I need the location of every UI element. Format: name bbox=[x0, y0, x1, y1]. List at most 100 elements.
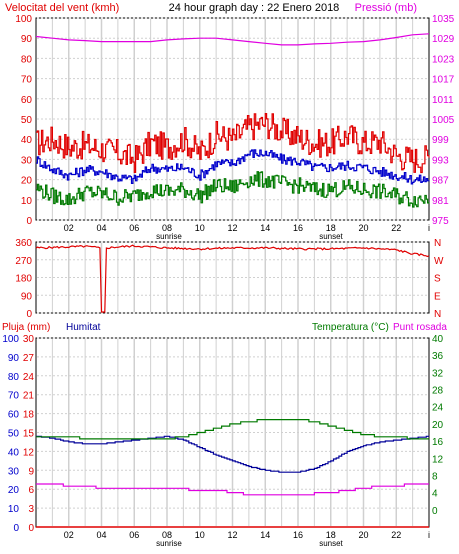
temperature-y-tick: 20 bbox=[432, 420, 444, 431]
temperature-y-tick: 12 bbox=[432, 454, 444, 465]
x-tick-label: 12 bbox=[227, 530, 237, 540]
grid-lines bbox=[37, 17, 428, 528]
x-tick-label: 20 bbox=[358, 530, 368, 540]
wind-y-tick: 10 bbox=[21, 196, 33, 207]
pressure-y-tick: 981 bbox=[432, 196, 449, 207]
direction-y-tick: 0 bbox=[26, 309, 32, 320]
x-tick-label: 14 bbox=[260, 223, 270, 233]
direction-y-tick: 360 bbox=[15, 238, 32, 249]
x-tick-label: i bbox=[428, 223, 430, 233]
x-tick-label: 10 bbox=[195, 530, 205, 540]
x-tick-label: 20 bbox=[358, 223, 368, 233]
temperature-y-tick: 28 bbox=[432, 386, 444, 397]
sunrise-label-bottom: sunrise bbox=[156, 539, 182, 548]
pressure-y-tick: 1017 bbox=[432, 75, 455, 86]
wind-axis-title: Velocitat del vent (kmh) bbox=[5, 2, 119, 14]
wind-y-tick: 90 bbox=[21, 34, 33, 45]
humidity-y-tick: 20 bbox=[8, 485, 20, 496]
pressure-y-tick: 975 bbox=[432, 216, 449, 227]
chart-title: 24 hour graph day : 22 Enero 2018 bbox=[169, 2, 340, 14]
temperature-y-tick: 0 bbox=[432, 506, 438, 517]
humidity-y-tick: 10 bbox=[8, 504, 20, 515]
x-tick-label: 08 bbox=[162, 223, 172, 233]
x-tick-label: 04 bbox=[96, 530, 106, 540]
humidity-legend: Humitat bbox=[66, 322, 101, 333]
temperature-y-tick: 16 bbox=[432, 437, 444, 448]
pressure-y-tick: 1023 bbox=[432, 54, 455, 65]
rain-y-tick: 0 bbox=[28, 523, 34, 534]
temperature-y-tick: 24 bbox=[432, 403, 444, 414]
dewpoint-line bbox=[36, 483, 429, 496]
x-tick-label: 22 bbox=[391, 223, 401, 233]
dewpoint-legend: Punt rosada bbox=[393, 322, 447, 333]
sunset-label-top: sunset bbox=[319, 232, 343, 241]
pressure-y-tick: 1035 bbox=[432, 14, 455, 25]
rain-legend: Pluja (mm) bbox=[2, 322, 50, 333]
humidity-y-tick: 30 bbox=[8, 466, 20, 477]
temperature-legend: Temperatura (°C) bbox=[312, 322, 389, 333]
wind-min-line bbox=[36, 171, 430, 208]
axis-ticks: 0202040406060808101012121414161618182020… bbox=[2, 14, 454, 540]
humidity-y-tick: 80 bbox=[8, 372, 20, 383]
humidity-y-tick: 70 bbox=[8, 391, 20, 402]
wind-avg-line bbox=[36, 149, 430, 185]
rain-y-tick: 30 bbox=[23, 334, 35, 345]
x-tick-label: 06 bbox=[129, 223, 139, 233]
rain-y-tick: 15 bbox=[23, 429, 35, 440]
rain-y-tick: 18 bbox=[23, 410, 35, 421]
rain-y-tick: 27 bbox=[23, 353, 35, 364]
data-series bbox=[35, 33, 430, 528]
sunset-label-bottom: sunset bbox=[319, 539, 343, 548]
humidity-y-tick: 50 bbox=[8, 429, 20, 440]
wind-y-tick: 40 bbox=[21, 135, 33, 146]
wind-y-tick: 50 bbox=[21, 115, 33, 126]
humidity-y-tick: 100 bbox=[2, 334, 19, 345]
temperature-y-tick: 32 bbox=[432, 368, 444, 379]
direction-compass-tick: W bbox=[434, 256, 444, 267]
direction-y-tick: 180 bbox=[15, 274, 32, 285]
x-tick-label: 06 bbox=[129, 530, 139, 540]
x-tick-label: 18 bbox=[326, 530, 336, 540]
x-tick-label: 12 bbox=[227, 223, 237, 233]
wind-direction-line bbox=[35, 244, 430, 313]
temperature-y-tick: 40 bbox=[432, 334, 444, 345]
x-tick-label: 04 bbox=[96, 223, 106, 233]
x-tick-label: 16 bbox=[293, 530, 303, 540]
x-tick-label: 16 bbox=[293, 223, 303, 233]
humidity-y-tick: 60 bbox=[8, 410, 20, 421]
pressure-y-tick: 1005 bbox=[432, 115, 455, 126]
x-tick-label: 08 bbox=[162, 530, 172, 540]
sunrise-label-top: sunrise bbox=[156, 232, 182, 241]
temperature-y-tick: 4 bbox=[432, 489, 438, 500]
direction-compass-tick: E bbox=[434, 291, 441, 302]
direction-compass-tick: S bbox=[434, 274, 441, 285]
x-tick-label: 22 bbox=[391, 530, 401, 540]
temperature-y-tick: 36 bbox=[432, 351, 444, 362]
x-tick-label: 02 bbox=[64, 223, 74, 233]
humidity-line bbox=[36, 435, 429, 473]
x-tick-label: 14 bbox=[260, 530, 270, 540]
wind-y-tick: 100 bbox=[15, 14, 32, 25]
rain-y-tick: 24 bbox=[23, 372, 35, 383]
humidity-y-tick: 40 bbox=[8, 447, 20, 458]
temperature-line bbox=[36, 419, 429, 440]
x-tick-label: 02 bbox=[64, 530, 74, 540]
humidity-y-tick: 90 bbox=[8, 353, 20, 364]
pressure-y-tick: 987 bbox=[432, 176, 449, 187]
x-tick-label: i bbox=[428, 530, 430, 540]
temperature-y-tick: 8 bbox=[432, 471, 438, 482]
direction-y-tick: 90 bbox=[21, 291, 33, 302]
humidity-y-tick: 0 bbox=[13, 523, 19, 534]
wind-y-tick: 70 bbox=[21, 75, 33, 86]
wind-y-tick: 80 bbox=[21, 54, 33, 65]
wind-y-tick: 20 bbox=[21, 176, 33, 187]
x-tick-label: 18 bbox=[326, 223, 336, 233]
direction-y-tick: 270 bbox=[15, 256, 32, 267]
rain-y-tick: 21 bbox=[23, 391, 35, 402]
pressure-y-tick: 1029 bbox=[432, 34, 455, 45]
direction-compass-tick: N bbox=[434, 238, 441, 249]
rain-y-tick: 12 bbox=[23, 447, 35, 458]
pressure-y-tick: 1011 bbox=[432, 95, 454, 106]
wind-y-tick: 30 bbox=[21, 155, 33, 166]
